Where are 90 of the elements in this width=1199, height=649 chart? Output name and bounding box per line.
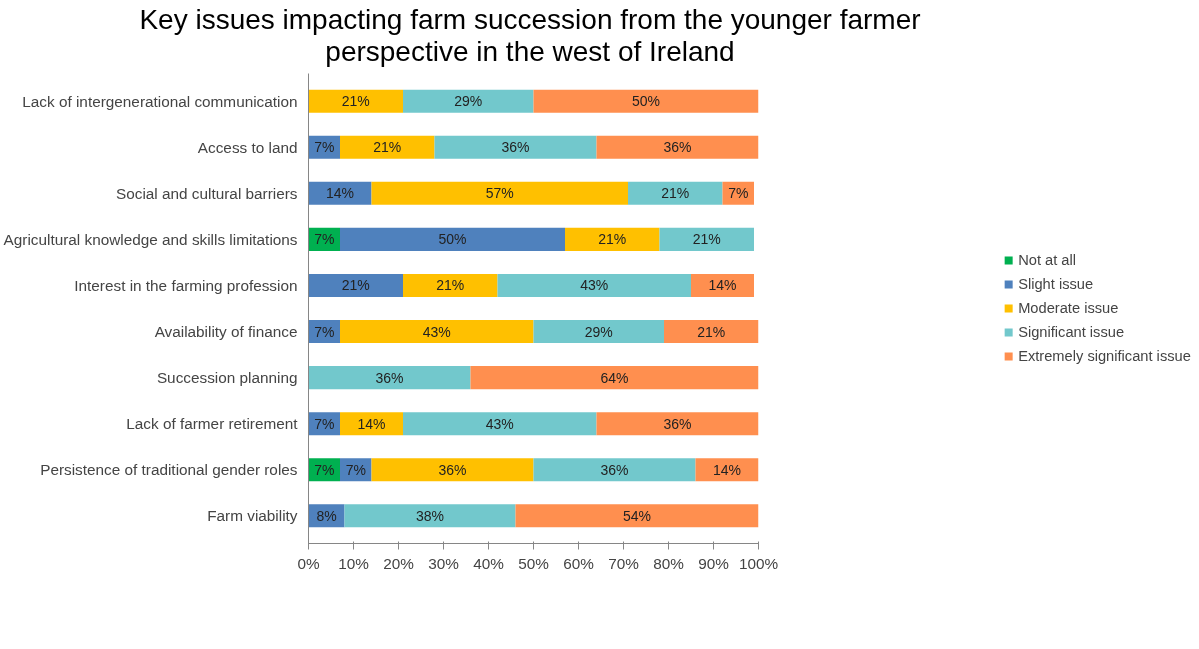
data-label: 7%: [314, 462, 335, 479]
bar: [308, 274, 403, 298]
legend-label: Slight issue: [1018, 276, 1094, 293]
data-label: 36%: [600, 462, 629, 479]
y-tick-label: Lack of farmer retirement: [126, 415, 299, 433]
x-tick-label: 10%: [338, 554, 370, 572]
x-tick-label: 0%: [297, 554, 320, 572]
x-tick-label: 40%: [473, 554, 505, 572]
data-label: 43%: [422, 323, 451, 340]
bar: [470, 366, 759, 390]
data-label: 21%: [692, 231, 721, 248]
data-label: 36%: [501, 139, 530, 156]
bar: [340, 228, 565, 252]
y-tick-label: Succession planning: [156, 369, 298, 387]
data-label: 21%: [697, 323, 726, 340]
data-label: 7%: [314, 323, 335, 340]
data-label: 54%: [622, 508, 652, 525]
data-label: 29%: [454, 93, 483, 110]
data-label: 7%: [345, 462, 366, 479]
bar: [434, 136, 597, 160]
y-tick-label: Persistence of traditional gender roles: [40, 461, 298, 479]
data-label: 21%: [436, 277, 465, 294]
data-label: 14%: [712, 462, 742, 479]
bar: [344, 504, 516, 528]
bar: [340, 136, 435, 160]
bar: [308, 90, 403, 114]
data-label: 7%: [314, 231, 335, 248]
data-label: 57%: [485, 185, 514, 202]
data-label: 50%: [631, 93, 661, 110]
data-label: 36%: [663, 416, 692, 433]
legend-label: Extremely significant issue: [1018, 348, 1191, 365]
bar: [565, 228, 660, 252]
bar: [533, 90, 759, 114]
chart-title: Key issues impacting farm succession from the younger farmer perspective in the west of Ireland: [138, 4, 922, 69]
y-tick-label: Access to land: [197, 139, 298, 157]
data-label: 21%: [341, 93, 370, 110]
y-tick-label: Agricultural knowledge and skills limitations: [3, 231, 298, 249]
bar: [308, 366, 471, 390]
data-label: 29%: [584, 323, 613, 340]
data-label: 7%: [314, 416, 335, 433]
bar: [628, 182, 723, 206]
data-label: 36%: [663, 139, 692, 156]
bar: [403, 274, 498, 298]
bar: [515, 504, 759, 528]
bar: [664, 320, 759, 344]
data-label: 21%: [341, 277, 370, 294]
x-tick-label: 90%: [698, 554, 730, 572]
bar: [659, 228, 754, 252]
data-label: 64%: [600, 369, 629, 386]
bar: [403, 412, 597, 436]
bar: [371, 458, 534, 482]
bar: [403, 90, 534, 114]
data-label: 36%: [438, 462, 467, 479]
data-label: 21%: [661, 185, 690, 202]
y-tick-label: Farm viability: [207, 507, 298, 525]
bar: [533, 320, 664, 344]
legend-label: Significant issue: [1018, 324, 1125, 341]
x-tick-label: 100%: [738, 554, 779, 572]
y-tick-label: Interest in the farming profession: [74, 277, 298, 295]
bar: [533, 458, 696, 482]
bar: [596, 412, 759, 436]
x-tick-label: 30%: [428, 554, 460, 572]
data-label: 43%: [485, 416, 514, 433]
x-tick-label: 20%: [383, 554, 415, 572]
bar: [497, 274, 691, 298]
data-label: 7%: [314, 139, 335, 156]
data-label: 21%: [373, 139, 402, 156]
x-tick-label: 60%: [563, 554, 595, 572]
x-tick-label: 50%: [518, 554, 550, 572]
data-label: 14%: [357, 416, 386, 433]
data-label: 43%: [580, 277, 609, 294]
data-label: 50%: [438, 231, 467, 248]
y-tick-label: Lack of intergenerational communication: [22, 93, 298, 111]
y-tick-label: Social and cultural barriers: [116, 185, 298, 203]
y-tick-label: Availability of finance: [154, 323, 298, 341]
data-label: 38%: [415, 508, 445, 525]
data-label: 8%: [316, 508, 337, 525]
x-tick-label: 70%: [608, 554, 640, 572]
data-label: 14%: [708, 277, 737, 294]
data-label: 21%: [598, 231, 627, 248]
data-label: 14%: [325, 185, 355, 202]
bar: [308, 182, 372, 206]
legend-label: Not at all: [1018, 252, 1076, 269]
data-label: 7%: [728, 185, 749, 202]
bar: [340, 320, 534, 344]
data-label: 36%: [375, 369, 404, 386]
legend-label: Moderate issue: [1018, 300, 1119, 317]
x-tick-label: 80%: [653, 554, 685, 572]
bar: [596, 136, 759, 160]
bar: [371, 182, 628, 206]
